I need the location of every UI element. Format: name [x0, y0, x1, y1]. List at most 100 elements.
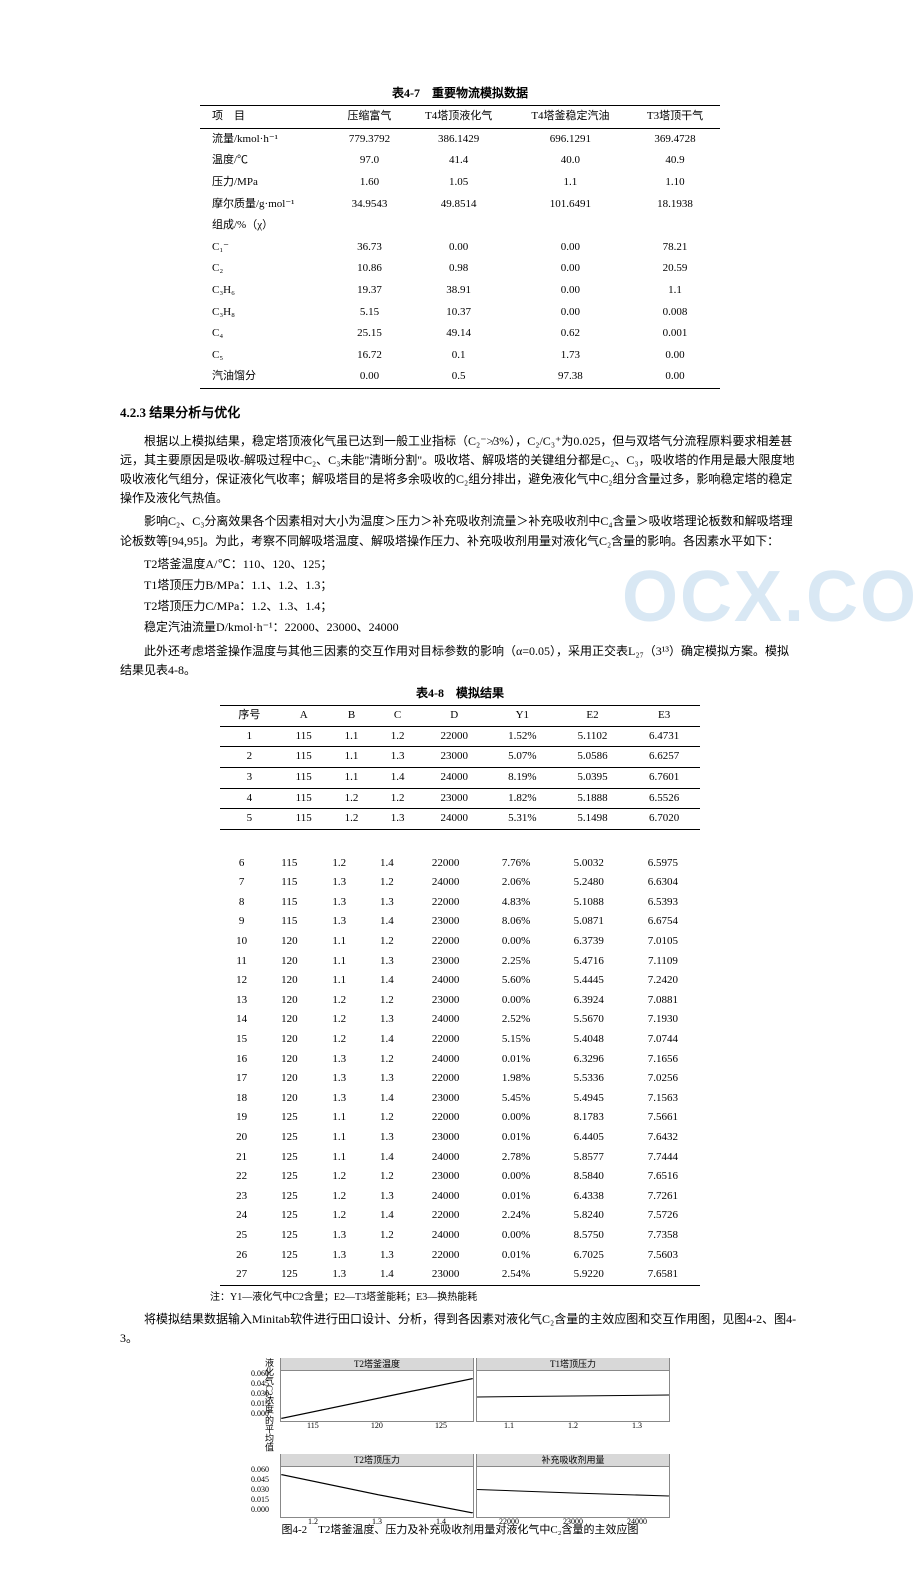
- fig42-xtick: 1.2: [308, 1516, 318, 1529]
- table48-cell: 125: [263, 1226, 315, 1246]
- table47-header-row: 项 目 压缩富气 T4塔顶液化气 T4塔釜稳定汽油 T3塔顶干气: [200, 106, 720, 129]
- table48-cell: 24000: [411, 873, 481, 893]
- t48h6: E2: [557, 706, 629, 727]
- table48-cell: 120: [263, 991, 315, 1011]
- table47-row: 汽油馏分0.000.597.380.00: [200, 366, 720, 388]
- table48-cell: 1.2: [363, 991, 411, 1011]
- para-2: 影响C₂、C₃分离效果各个因素相对大小为温度＞压力＞补充吸收剂流量＞补充吸收剂中…: [120, 512, 800, 550]
- table48-cell: 115: [279, 809, 329, 830]
- table48-cell: 1.4: [363, 971, 411, 991]
- table48-cell: 8: [220, 893, 263, 913]
- table47-row: 温度/℃97.041.440.040.9: [200, 150, 720, 172]
- table48-cell: 1.1: [329, 747, 375, 768]
- table48-cell: 7.6581: [626, 1265, 700, 1285]
- table48-cell: 120: [263, 932, 315, 952]
- table48-row: 131201.21.2230000.00%6.39247.0881: [220, 991, 700, 1011]
- fig42-ytick: 0.060: [251, 1369, 269, 1379]
- table48-cell: 6.4338: [552, 1187, 626, 1207]
- table48-cell: 11: [220, 952, 263, 972]
- table48-cell: 7.0256: [626, 1069, 700, 1089]
- table48-row: 211251.11.4240002.78%5.85777.7444: [220, 1148, 700, 1168]
- fig42-ytick: 0.045: [251, 1475, 269, 1485]
- table48-cell: 22000: [411, 1069, 481, 1089]
- table48-cell: 0.01%: [480, 1128, 551, 1148]
- table48-row: 181201.31.4230005.45%5.49457.1563: [220, 1089, 700, 1109]
- table47-cell: 41.4: [406, 150, 511, 172]
- table48-row: 51151.21.3240005.31%5.14986.7020: [220, 809, 700, 830]
- table48-cell: 6.6754: [626, 912, 700, 932]
- table48-header-row: 序号 A B C D Y1 E2 E3: [220, 706, 700, 727]
- table48-cell: 5.1888: [557, 788, 629, 809]
- fig42-ytick: 0.030: [251, 1485, 269, 1495]
- table47-row: 组成/%（χ）: [200, 215, 720, 237]
- table47-cell: 组成/%（χ）: [200, 215, 333, 237]
- table47: 项 目 压缩富气 T4塔顶液化气 T4塔釜稳定汽油 T3塔顶干气 流量/kmol…: [200, 105, 720, 389]
- table48-cell: 115: [279, 767, 329, 788]
- table48-cell: 120: [263, 1069, 315, 1089]
- table48-cell: 7.7261: [626, 1187, 700, 1207]
- table48-cell: 1.1: [315, 1108, 363, 1128]
- fig42-p1-title: T1塔顶压力: [477, 1358, 669, 1371]
- t48h7: E3: [628, 706, 700, 727]
- table48-cell: 5.4048: [552, 1030, 626, 1050]
- fig42-xtick: 120: [371, 1420, 383, 1433]
- table48-cell: 1.2: [363, 873, 411, 893]
- fig42-xtick: 115: [307, 1420, 319, 1433]
- fig42-ytick: 0.000: [251, 1505, 269, 1515]
- table48-cell: 5.0032: [552, 854, 626, 874]
- table48-cell: 6.7025: [552, 1246, 626, 1266]
- table48-cell: 115: [263, 912, 315, 932]
- table47-row: C₁⁻36.730.000.0078.21: [200, 237, 720, 259]
- table48-cell: 1.1: [315, 1128, 363, 1148]
- table47-cell: 0.001: [630, 323, 720, 345]
- table48-cell: 1.1: [315, 932, 363, 952]
- table48-cell: 1.4: [363, 854, 411, 874]
- table48-cell: 24000: [421, 767, 488, 788]
- table48-cell: 5.0871: [552, 912, 626, 932]
- fig42-ytick: 0.015: [251, 1399, 269, 1409]
- table48-cell: 1.4: [363, 1206, 411, 1226]
- table48-cell: 7.5726: [626, 1206, 700, 1226]
- table48-cell: 7.1656: [626, 1050, 700, 1070]
- table48-cell: 6.5526: [628, 788, 700, 809]
- table47-h3: T4塔釜稳定汽油: [511, 106, 630, 129]
- table48-cell: 22000: [411, 854, 481, 874]
- table48-cell: 7.0105: [626, 932, 700, 952]
- table47-cell: 40.0: [511, 150, 630, 172]
- table48-cell: 15: [220, 1030, 263, 1050]
- table47-cell: 1.1: [630, 280, 720, 302]
- table48-cell: 5.8577: [552, 1148, 626, 1168]
- table48-cell: 23000: [411, 991, 481, 1011]
- table47-cell: C₄: [200, 323, 333, 345]
- table48-cell: 125: [263, 1265, 315, 1285]
- table48-cell: 0.01%: [480, 1050, 551, 1070]
- table48-cell: 120: [263, 1050, 315, 1070]
- fig42-p0-title: T2塔釜温度: [281, 1358, 473, 1371]
- table48-cell: 125: [263, 1167, 315, 1187]
- table48-cell: 7.6432: [626, 1128, 700, 1148]
- table48-cell: 0.00%: [480, 991, 551, 1011]
- table48-cell: 14: [220, 1010, 263, 1030]
- table48-cell: 1.82%: [488, 788, 557, 809]
- para-1: 根据以上模拟结果，稳定塔顶液化气虽已达到一般工业指标（C₂⁻≯3%），C₂/C₃…: [120, 432, 800, 509]
- table48-cell: 5: [220, 809, 279, 830]
- table48-cell: 125: [263, 1187, 315, 1207]
- table48-cell: 1.2: [315, 1187, 363, 1207]
- table48-cell: 0.01%: [480, 1246, 551, 1266]
- table47-cell: 49.8514: [406, 194, 511, 216]
- table48-cell: 125: [263, 1148, 315, 1168]
- table47-cell: 97.0: [333, 150, 407, 172]
- t48h3: C: [375, 706, 421, 727]
- table48-cell: 3: [220, 767, 279, 788]
- table47-cell: 0.98: [406, 258, 511, 280]
- table47-cell: 压力/MPa: [200, 172, 333, 194]
- table47-row: 压力/MPa1.601.051.11.10: [200, 172, 720, 194]
- table48-cell: 115: [263, 893, 315, 913]
- table47-cell: 38.91: [406, 280, 511, 302]
- table48-cell: 7.1930: [626, 1010, 700, 1030]
- table48-cell: 1.2: [363, 1050, 411, 1070]
- table48-cell: 5.8240: [552, 1206, 626, 1226]
- table48-row: 101201.11.2220000.00%6.37397.0105: [220, 932, 700, 952]
- table47-cell: 25.15: [333, 323, 407, 345]
- table47-cell: 19.37: [333, 280, 407, 302]
